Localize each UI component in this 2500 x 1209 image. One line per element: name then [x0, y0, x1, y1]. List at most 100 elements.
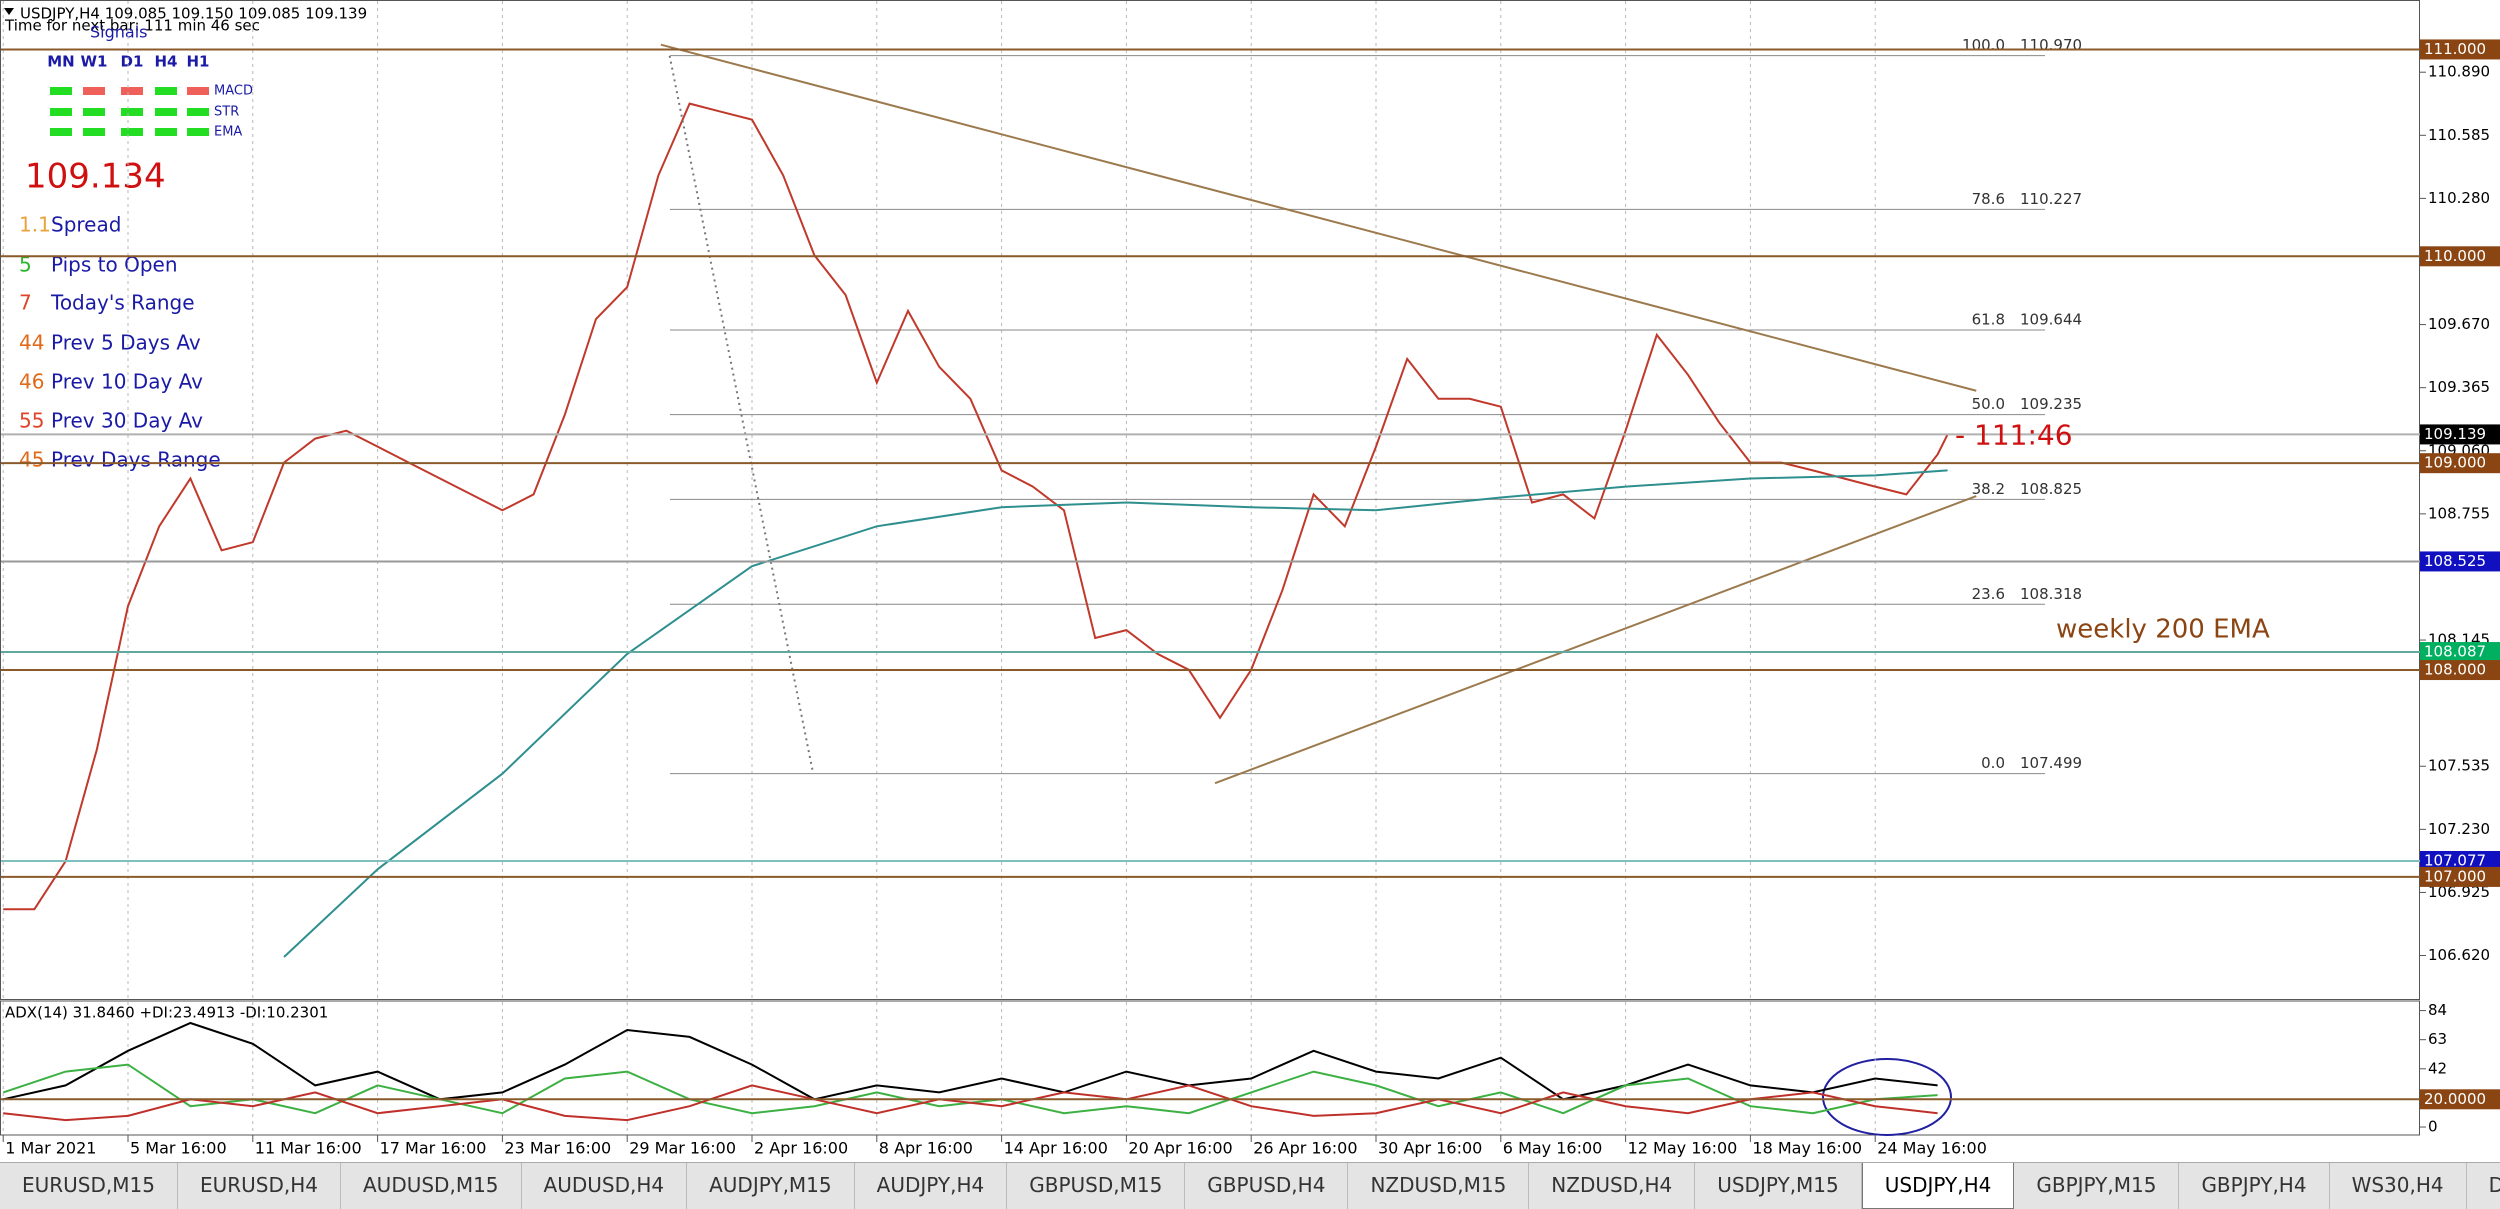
stat-value: 7 — [19, 291, 32, 315]
chart-tab[interactable]: AUDUSD,M15 — [341, 1163, 522, 1209]
chart-tab[interactable]: NZDUSD,M15 — [1348, 1163, 1530, 1209]
level-label: 20.0000 — [2424, 1090, 2486, 1108]
current-price: 109.134 — [25, 157, 166, 197]
adx-title: ADX(14) 31.8460 +DI:23.4913 -DI:10.2301 — [5, 1004, 328, 1022]
ema-label: weekly 200 EMA — [2056, 615, 2270, 645]
price-tick-label: 63 — [2428, 1030, 2447, 1048]
stat-label: Prev 5 Days Av — [51, 331, 201, 355]
series-line — [283, 469, 1948, 958]
fib-price: 110.227 — [2020, 190, 2082, 208]
chart-tab[interactable]: GBPJPY,M15 — [2014, 1163, 2180, 1209]
fib-price: 109.235 — [2020, 395, 2082, 413]
timeframe-label: MN — [47, 53, 74, 71]
fib-price: 108.318 — [2020, 585, 2082, 603]
countdown-label: - 111:46 — [1955, 418, 2073, 451]
price-tick-label: 107.230 — [2428, 820, 2490, 838]
signal-dash — [155, 108, 177, 116]
stat-value: 55 — [19, 409, 44, 433]
level-label: 107.077 — [2424, 851, 2486, 869]
level-label: 107.000 — [2424, 867, 2486, 885]
timeframe-label: W1 — [81, 53, 108, 71]
chart-tab[interactable]: GBPUSD,M15 — [1007, 1163, 1186, 1209]
bar-timer: Time for next bar: 111 min 46 sec — [4, 17, 260, 35]
time-tick-label: 1 Mar 2021 — [5, 1139, 96, 1158]
stat-value: 5 — [19, 253, 32, 277]
chart-tab[interactable]: EURUSD,H4 — [178, 1163, 341, 1209]
price-tick-label: 110.585 — [2428, 126, 2490, 144]
fib-price: 110.970 — [2020, 36, 2082, 54]
trendline — [1214, 495, 1977, 785]
time-tick-label: 11 Mar 16:00 — [255, 1139, 362, 1158]
signal-dash — [187, 128, 209, 136]
price-tick-label: 106.925 — [2428, 883, 2490, 901]
signal-dash — [83, 128, 105, 136]
signal-dash — [155, 87, 177, 95]
time-tick-label: 24 May 16:00 — [1877, 1139, 1987, 1158]
level-box — [2420, 660, 2500, 681]
price-tick-label: 110.890 — [2428, 63, 2490, 81]
time-tick-label: 20 Apr 16:00 — [1128, 1139, 1232, 1158]
chart-tab[interactable]: WS30,H4 — [2330, 1163, 2467, 1209]
price-tick-label: 109.670 — [2428, 315, 2490, 333]
time-tick-label: 29 Mar 16:00 — [629, 1139, 736, 1158]
level-box — [2420, 1089, 2500, 1110]
time-tick-label: 2 Apr 16:00 — [754, 1139, 848, 1158]
level-box — [2420, 850, 2500, 871]
fib-price: 107.499 — [2020, 754, 2082, 772]
symbol-line: USDJPY,H4 109.085 109.150 109.085 109.13… — [20, 5, 367, 23]
fib-ratio: 23.6 — [1972, 585, 2005, 603]
signal-dash — [50, 128, 72, 136]
stat-label: Prev 30 Day Av — [51, 409, 203, 433]
signal-dash — [187, 108, 209, 116]
time-tick-label: 18 May 16:00 — [1752, 1139, 1862, 1158]
chart-tab[interactable]: GBPUSD,H4 — [1185, 1163, 1349, 1209]
signal-dash — [121, 87, 143, 95]
fib-ratio: 0.0 — [1981, 754, 2005, 772]
chart-tab[interactable]: DAX30,M15 — [2467, 1163, 2500, 1209]
level-box — [2420, 866, 2500, 887]
chart-tab[interactable]: NZDUSD,H4 — [1529, 1163, 1696, 1209]
timeframe-label: H4 — [155, 53, 178, 71]
signal-name: EMA — [214, 125, 242, 140]
signal-dash — [155, 128, 177, 136]
series-line — [2, 1021, 1938, 1101]
main-frame — [0, 0, 2420, 1000]
price-tick-label: 109.365 — [2428, 378, 2490, 396]
signal-dash — [83, 108, 105, 116]
chart-tab[interactable]: AUDJPY,M15 — [687, 1163, 855, 1209]
timeframe-label: H1 — [187, 53, 210, 71]
level-box — [2420, 39, 2500, 60]
stat-label: Spread — [51, 213, 121, 237]
terminal-chart: USDJPY,H4 109.085 109.150 109.085 109.13… — [0, 0, 2500, 1158]
stat-value: 45 — [19, 448, 44, 472]
fib-ratio: 100.0 — [1962, 36, 2005, 54]
chart-tab[interactable]: USDJPY,M15 — [1695, 1163, 1862, 1209]
fib-ratio: 78.6 — [1972, 190, 2005, 208]
level-box — [2420, 551, 2500, 572]
level-box — [2420, 424, 2500, 445]
fib-ratio: 50.0 — [1972, 395, 2005, 413]
time-tick-label: 6 May 16:00 — [1503, 1139, 1603, 1158]
level-label: 111.000 — [2424, 40, 2486, 58]
signal-dash — [121, 108, 143, 116]
chart-tab[interactable]: AUDJPY,H4 — [855, 1163, 1008, 1209]
time-tick-label: 30 Apr 16:00 — [1378, 1139, 1482, 1158]
chart-tab[interactable]: EURUSD,M15 — [0, 1163, 178, 1209]
level-label: 110.000 — [2424, 247, 2486, 265]
price-tick-label: 0 — [2428, 1118, 2438, 1136]
stat-label: Today's Range — [50, 291, 195, 315]
chart-tab[interactable]: AUDUSD,H4 — [522, 1163, 688, 1209]
level-label: 108.000 — [2424, 661, 2486, 679]
time-tick-label: 12 May 16:00 — [1628, 1139, 1738, 1158]
price-tick-label: 84 — [2428, 1001, 2447, 1019]
level-box — [2420, 453, 2500, 474]
signal-name: MACD — [214, 84, 253, 99]
chart-tab[interactable]: GBPJPY,H4 — [2179, 1163, 2330, 1209]
price-tick-label: 108.755 — [2428, 504, 2490, 522]
time-tick-label: 17 Mar 16:00 — [380, 1139, 487, 1158]
level-label: 108.087 — [2424, 643, 2486, 661]
chart-tab[interactable]: USDJPY,H4 — [1861, 1163, 2015, 1209]
time-tick-label: 5 Mar 16:00 — [130, 1139, 227, 1158]
menu-arrow — [4, 8, 14, 15]
highlight-ellipse — [1822, 1058, 1952, 1136]
